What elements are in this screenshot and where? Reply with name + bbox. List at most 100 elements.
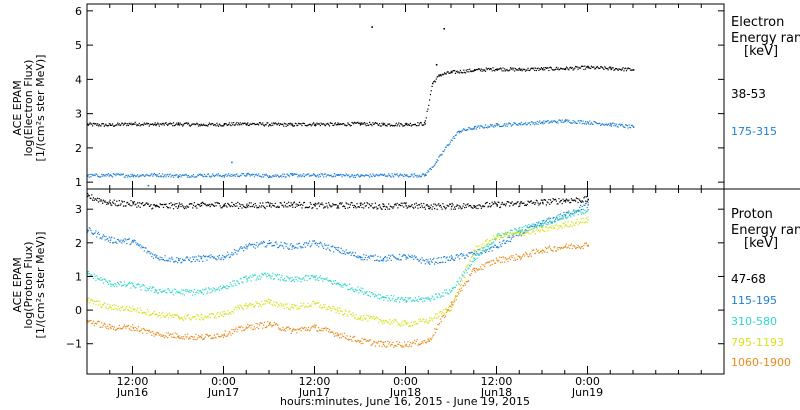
data-point <box>554 221 556 223</box>
data-point <box>253 306 255 308</box>
data-point <box>564 120 567 122</box>
data-point <box>365 318 367 320</box>
data-point <box>353 315 355 317</box>
data-point <box>177 206 180 208</box>
data-point <box>363 175 365 177</box>
data-point <box>508 70 510 72</box>
data-point <box>120 306 122 309</box>
data-point <box>158 125 160 127</box>
data-point <box>229 256 231 258</box>
data-point <box>511 124 513 126</box>
data-point <box>134 175 136 177</box>
data-point <box>152 204 155 206</box>
data-point <box>241 247 243 250</box>
data-point <box>503 233 505 235</box>
data-point <box>192 258 195 261</box>
data-point <box>217 124 219 126</box>
data-point <box>472 254 474 256</box>
data-point <box>202 123 205 125</box>
data-point <box>237 122 240 124</box>
data-point <box>403 298 406 301</box>
data-point <box>457 288 459 290</box>
data-point <box>432 259 434 261</box>
data-point <box>577 224 579 226</box>
data-point <box>301 278 303 280</box>
data-point <box>406 345 408 348</box>
data-point <box>229 175 231 177</box>
data-point <box>416 125 418 127</box>
data-point <box>186 336 188 338</box>
data-point <box>314 242 316 245</box>
data-point <box>446 310 448 312</box>
data-point <box>118 123 120 125</box>
data-point <box>340 310 342 312</box>
data-point <box>120 173 122 175</box>
data-point <box>161 291 163 293</box>
data-point <box>283 247 285 249</box>
data-point <box>564 199 567 202</box>
data-point <box>176 257 178 259</box>
data-point <box>545 121 547 123</box>
data-point <box>308 124 310 126</box>
data-point <box>248 303 251 305</box>
data-point <box>273 245 275 247</box>
data-point <box>247 206 249 208</box>
data-point <box>506 201 508 203</box>
data-point <box>453 286 455 289</box>
data-point <box>100 237 102 239</box>
data-point <box>558 227 560 229</box>
data-point <box>628 67 630 70</box>
data-point <box>450 301 452 303</box>
data-point <box>198 336 200 338</box>
x-tick-day-label: Jun18 <box>480 386 512 399</box>
data-point <box>248 124 251 126</box>
data-point <box>548 229 550 231</box>
data-point <box>108 306 110 308</box>
data-point <box>228 256 231 259</box>
data-point <box>341 176 343 178</box>
data-point <box>292 206 294 208</box>
data-point <box>458 283 460 285</box>
data-point <box>409 341 412 344</box>
data-point <box>315 176 317 178</box>
data-point <box>593 66 595 68</box>
data-point <box>507 201 509 203</box>
data-point <box>242 326 244 329</box>
data-point <box>403 299 405 301</box>
data-point <box>394 299 397 301</box>
data-point <box>234 252 236 254</box>
data-point <box>314 123 316 125</box>
data-point <box>360 289 362 292</box>
data-point <box>247 279 249 281</box>
proton-legend-title-3: [keV] <box>744 236 778 251</box>
data-point <box>141 124 143 126</box>
data-point <box>179 174 181 176</box>
data-point <box>458 71 460 73</box>
data-point <box>323 206 326 208</box>
data-point <box>439 205 441 207</box>
data-point <box>482 242 484 244</box>
data-point <box>310 305 312 308</box>
data-point <box>467 255 469 258</box>
data-point <box>189 319 191 321</box>
data-point <box>435 205 437 207</box>
data-point <box>592 66 594 68</box>
data-point <box>557 219 559 222</box>
data-point <box>338 174 340 176</box>
data-point <box>102 123 105 125</box>
data-point <box>337 310 339 312</box>
data-point <box>373 123 375 126</box>
data-point <box>357 174 359 176</box>
data-point <box>611 122 613 125</box>
data-point <box>559 120 562 122</box>
data-point <box>221 314 223 317</box>
data-point <box>385 297 387 299</box>
data-point <box>587 209 589 211</box>
data-point <box>138 122 140 125</box>
data-point <box>533 67 535 69</box>
data-point <box>112 304 114 307</box>
data-point <box>245 275 247 277</box>
data-point <box>251 205 253 208</box>
data-point <box>318 176 320 178</box>
data-point <box>304 174 306 176</box>
